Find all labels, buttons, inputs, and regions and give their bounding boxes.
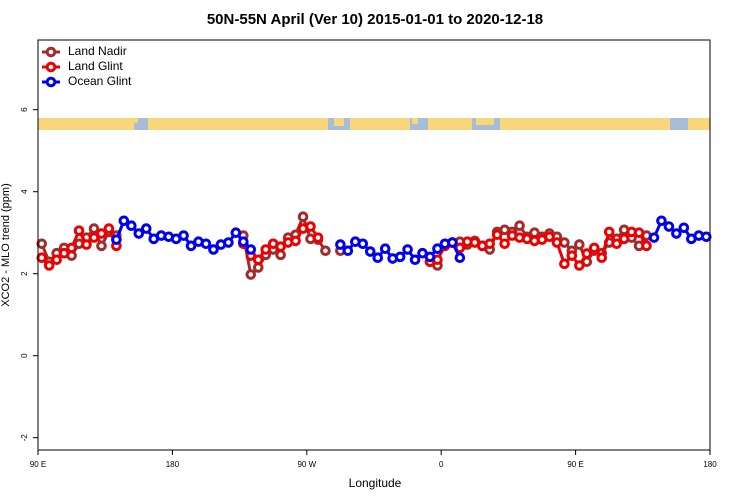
y-tick-label: 0: [20, 353, 29, 358]
data-point: [499, 238, 510, 250]
x-tick-label: 90 E: [567, 460, 583, 469]
data-point: [596, 252, 608, 264]
x-tick-label: 180: [166, 460, 180, 469]
data-point: [133, 228, 145, 239]
data-point: [678, 222, 690, 234]
x-tick-label: 90 E: [30, 460, 46, 469]
data-point: [544, 231, 555, 243]
plot-frame: [37, 39, 711, 451]
data-point: [66, 242, 77, 254]
data-point: [432, 243, 443, 254]
data-point: [297, 211, 309, 223]
data-point: [238, 236, 249, 248]
data-point: [126, 220, 137, 232]
data-point: [335, 239, 346, 250]
data-point: [357, 238, 369, 250]
data-point: [88, 232, 100, 243]
y-tick-label: 6: [20, 107, 29, 112]
data-point: [648, 232, 660, 243]
legend-marker: [45, 61, 57, 73]
legend-label: Land Glint: [68, 59, 123, 73]
data-point: [559, 258, 570, 270]
data-point: [364, 246, 376, 257]
data-point: [633, 227, 645, 238]
data-point: [111, 234, 122, 245]
data-point: [514, 220, 525, 232]
data-point: [96, 228, 107, 239]
chart-title: 50N-55N April (Ver 10) 2015-01-01 to 202…: [207, 11, 543, 28]
data-point: [566, 250, 578, 261]
data-point: [581, 248, 593, 259]
data-point: [671, 228, 682, 239]
legend-label: Land Nadir: [68, 44, 127, 58]
y-axis-label: XCO2 - MLO trend (ppm): [0, 183, 12, 306]
data-point: [245, 269, 257, 280]
data-point: [447, 237, 458, 248]
data-point: [372, 252, 384, 264]
data-point: [275, 249, 286, 261]
data-point: [208, 244, 219, 255]
data-point: [96, 240, 107, 252]
data-point: [200, 238, 212, 250]
y-tick-label: 2: [20, 271, 29, 276]
data-point: [58, 247, 70, 259]
data-point: [245, 244, 257, 255]
data-point: [700, 231, 712, 243]
data-point: [305, 221, 316, 232]
data-point: [574, 260, 585, 271]
data-point: [36, 252, 48, 264]
data-point: [178, 230, 189, 241]
data-point: [223, 237, 234, 248]
data-point: [320, 245, 331, 257]
data-point: [379, 243, 391, 254]
land-ocean-strip: [38, 118, 710, 130]
data-point: [252, 254, 264, 266]
data-point: [88, 223, 100, 234]
data-point: [424, 251, 436, 263]
y-tick-label: -2: [20, 434, 29, 442]
data-point: [603, 226, 615, 238]
data-point: [491, 229, 503, 241]
data-point: [275, 241, 286, 252]
data-point: [290, 235, 301, 247]
data-point: [394, 251, 406, 263]
data-point: [73, 225, 85, 236]
data-point: [618, 233, 630, 245]
x-tick-label: 180: [703, 460, 717, 469]
data-point: [36, 238, 48, 250]
data-point: [140, 223, 152, 234]
data-point: [118, 215, 130, 227]
data-point: [51, 254, 62, 266]
data-point: [656, 215, 667, 227]
data-point: [81, 239, 92, 250]
data-point: [409, 254, 421, 266]
data-point: [484, 238, 496, 250]
y-tick-label: 4: [20, 189, 29, 194]
data-point: [103, 223, 115, 234]
data-point: [454, 252, 466, 264]
data-point: [402, 244, 413, 255]
legend-marker: [45, 46, 57, 58]
x-axis-label: Longitude: [349, 476, 402, 490]
data-point: [43, 260, 55, 271]
x-tick-label: 0: [439, 460, 444, 469]
plot-area: [36, 211, 712, 280]
data-point: [663, 221, 675, 232]
legend-label: Ocean Glint: [68, 74, 132, 88]
data-point: [312, 232, 324, 243]
data-point: [588, 242, 600, 254]
data-point: [611, 238, 622, 250]
legend-marker: [45, 76, 57, 88]
data-point: [185, 240, 197, 252]
data-point: [551, 237, 563, 248]
data-point: [230, 227, 242, 238]
data-point: [574, 239, 585, 250]
x-tick-label: 90 W: [297, 460, 316, 469]
data-point: [641, 240, 652, 252]
data-point: [342, 245, 354, 257]
data-point: [260, 244, 272, 255]
